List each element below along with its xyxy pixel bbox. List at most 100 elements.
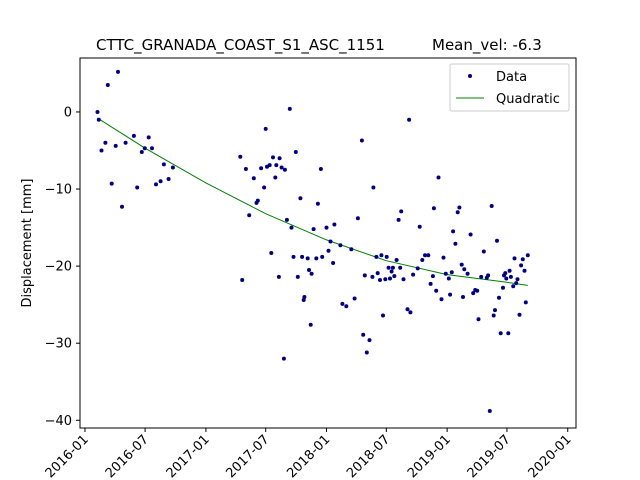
data-point: [495, 238, 499, 243]
data-point: [269, 251, 274, 255]
data-point: [139, 150, 144, 154]
data-point: [284, 217, 289, 222]
legend: Data Quadratic: [449, 63, 570, 112]
data-point: [371, 185, 376, 190]
data-point: [383, 277, 388, 282]
data-point: [255, 198, 260, 203]
data-point: [511, 284, 516, 289]
data-point: [388, 276, 392, 281]
data-point: [324, 225, 329, 230]
data-point: [384, 254, 389, 259]
y-tick-label: −10: [45, 183, 72, 198]
data-point: [251, 176, 256, 181]
data-point: [352, 296, 357, 301]
data-point: [381, 313, 385, 318]
data-point: [520, 257, 525, 262]
plot-area: [79, 57, 577, 429]
data-point: [399, 209, 404, 214]
data-point: [361, 332, 366, 337]
data-point: [378, 278, 382, 282]
data-point: [489, 204, 494, 208]
data-point: [459, 262, 464, 267]
data-point: [436, 175, 441, 180]
data-point: [95, 110, 100, 114]
data-point: [407, 117, 412, 122]
data-point: [277, 156, 282, 161]
data-point: [364, 350, 369, 355]
data-point: [439, 297, 444, 302]
data-point: [305, 256, 310, 261]
data-point: [349, 247, 354, 252]
data-point: [328, 239, 333, 244]
data-point: [150, 146, 154, 151]
data-point: [240, 278, 245, 282]
data-point: [359, 138, 364, 143]
data-point: [515, 277, 520, 282]
data-point: [497, 295, 501, 300]
data-point: [259, 166, 264, 171]
data-point: [457, 205, 462, 210]
data-point: [486, 273, 491, 278]
data-point: [451, 229, 456, 234]
data-point: [154, 182, 158, 187]
data-point: [401, 277, 406, 282]
data-point: [291, 254, 296, 259]
data-point: [517, 312, 522, 317]
data-point: [476, 317, 481, 322]
data-point: [243, 167, 248, 171]
data-point: [301, 298, 306, 302]
data-point: [405, 307, 410, 312]
data-point: [247, 213, 252, 218]
data-point: [113, 143, 118, 148]
data-point: [289, 225, 294, 230]
data-point: [374, 254, 379, 259]
data-point: [506, 331, 511, 336]
data-point: [471, 291, 476, 296]
data-point: [103, 140, 108, 145]
data-point: [161, 162, 166, 167]
data-point: [519, 263, 524, 268]
data-point: [338, 243, 343, 248]
data-point: [282, 167, 287, 172]
data-point: [434, 288, 439, 293]
data-point: [386, 265, 391, 270]
chart-title-left: CTTC_GRANADA_COAST_S1_ASC_1151: [96, 36, 385, 55]
data-point: [398, 265, 403, 270]
data-point: [487, 409, 492, 413]
y-axis: 0 −10 −20 −30 −40: [45, 105, 80, 429]
data-point: [281, 356, 286, 361]
data-point: [370, 274, 375, 279]
data-point: [170, 165, 175, 170]
data-point: [491, 313, 496, 318]
data-point: [522, 268, 527, 273]
y-axis-label: Displacement [mm]: [20, 179, 35, 308]
data-point: [293, 150, 298, 154]
data-points: [95, 69, 530, 413]
y-tick-label: −30: [45, 337, 72, 352]
data-point: [274, 163, 279, 168]
data-point: [523, 300, 528, 305]
data-point: [426, 253, 431, 258]
data-point: [507, 268, 512, 273]
data-point: [468, 232, 473, 237]
data-point: [396, 217, 401, 222]
data-point: [146, 135, 151, 140]
data-point: [525, 253, 530, 258]
data-point: [332, 222, 337, 227]
data-point: [394, 258, 399, 262]
data-point: [465, 271, 470, 276]
data-point: [493, 308, 497, 313]
data-point: [512, 256, 517, 261]
data-point: [389, 269, 394, 274]
data-point: [320, 254, 325, 259]
data-point: [431, 206, 436, 211]
data-point: [449, 270, 454, 275]
data-point: [271, 155, 275, 160]
data-point: [479, 274, 484, 279]
y-tick-label: 0: [64, 105, 72, 120]
data-point: [503, 271, 508, 276]
data-point: [238, 154, 243, 159]
data-point: [375, 271, 380, 276]
data-point: [390, 265, 395, 270]
data-point: [501, 285, 505, 290]
